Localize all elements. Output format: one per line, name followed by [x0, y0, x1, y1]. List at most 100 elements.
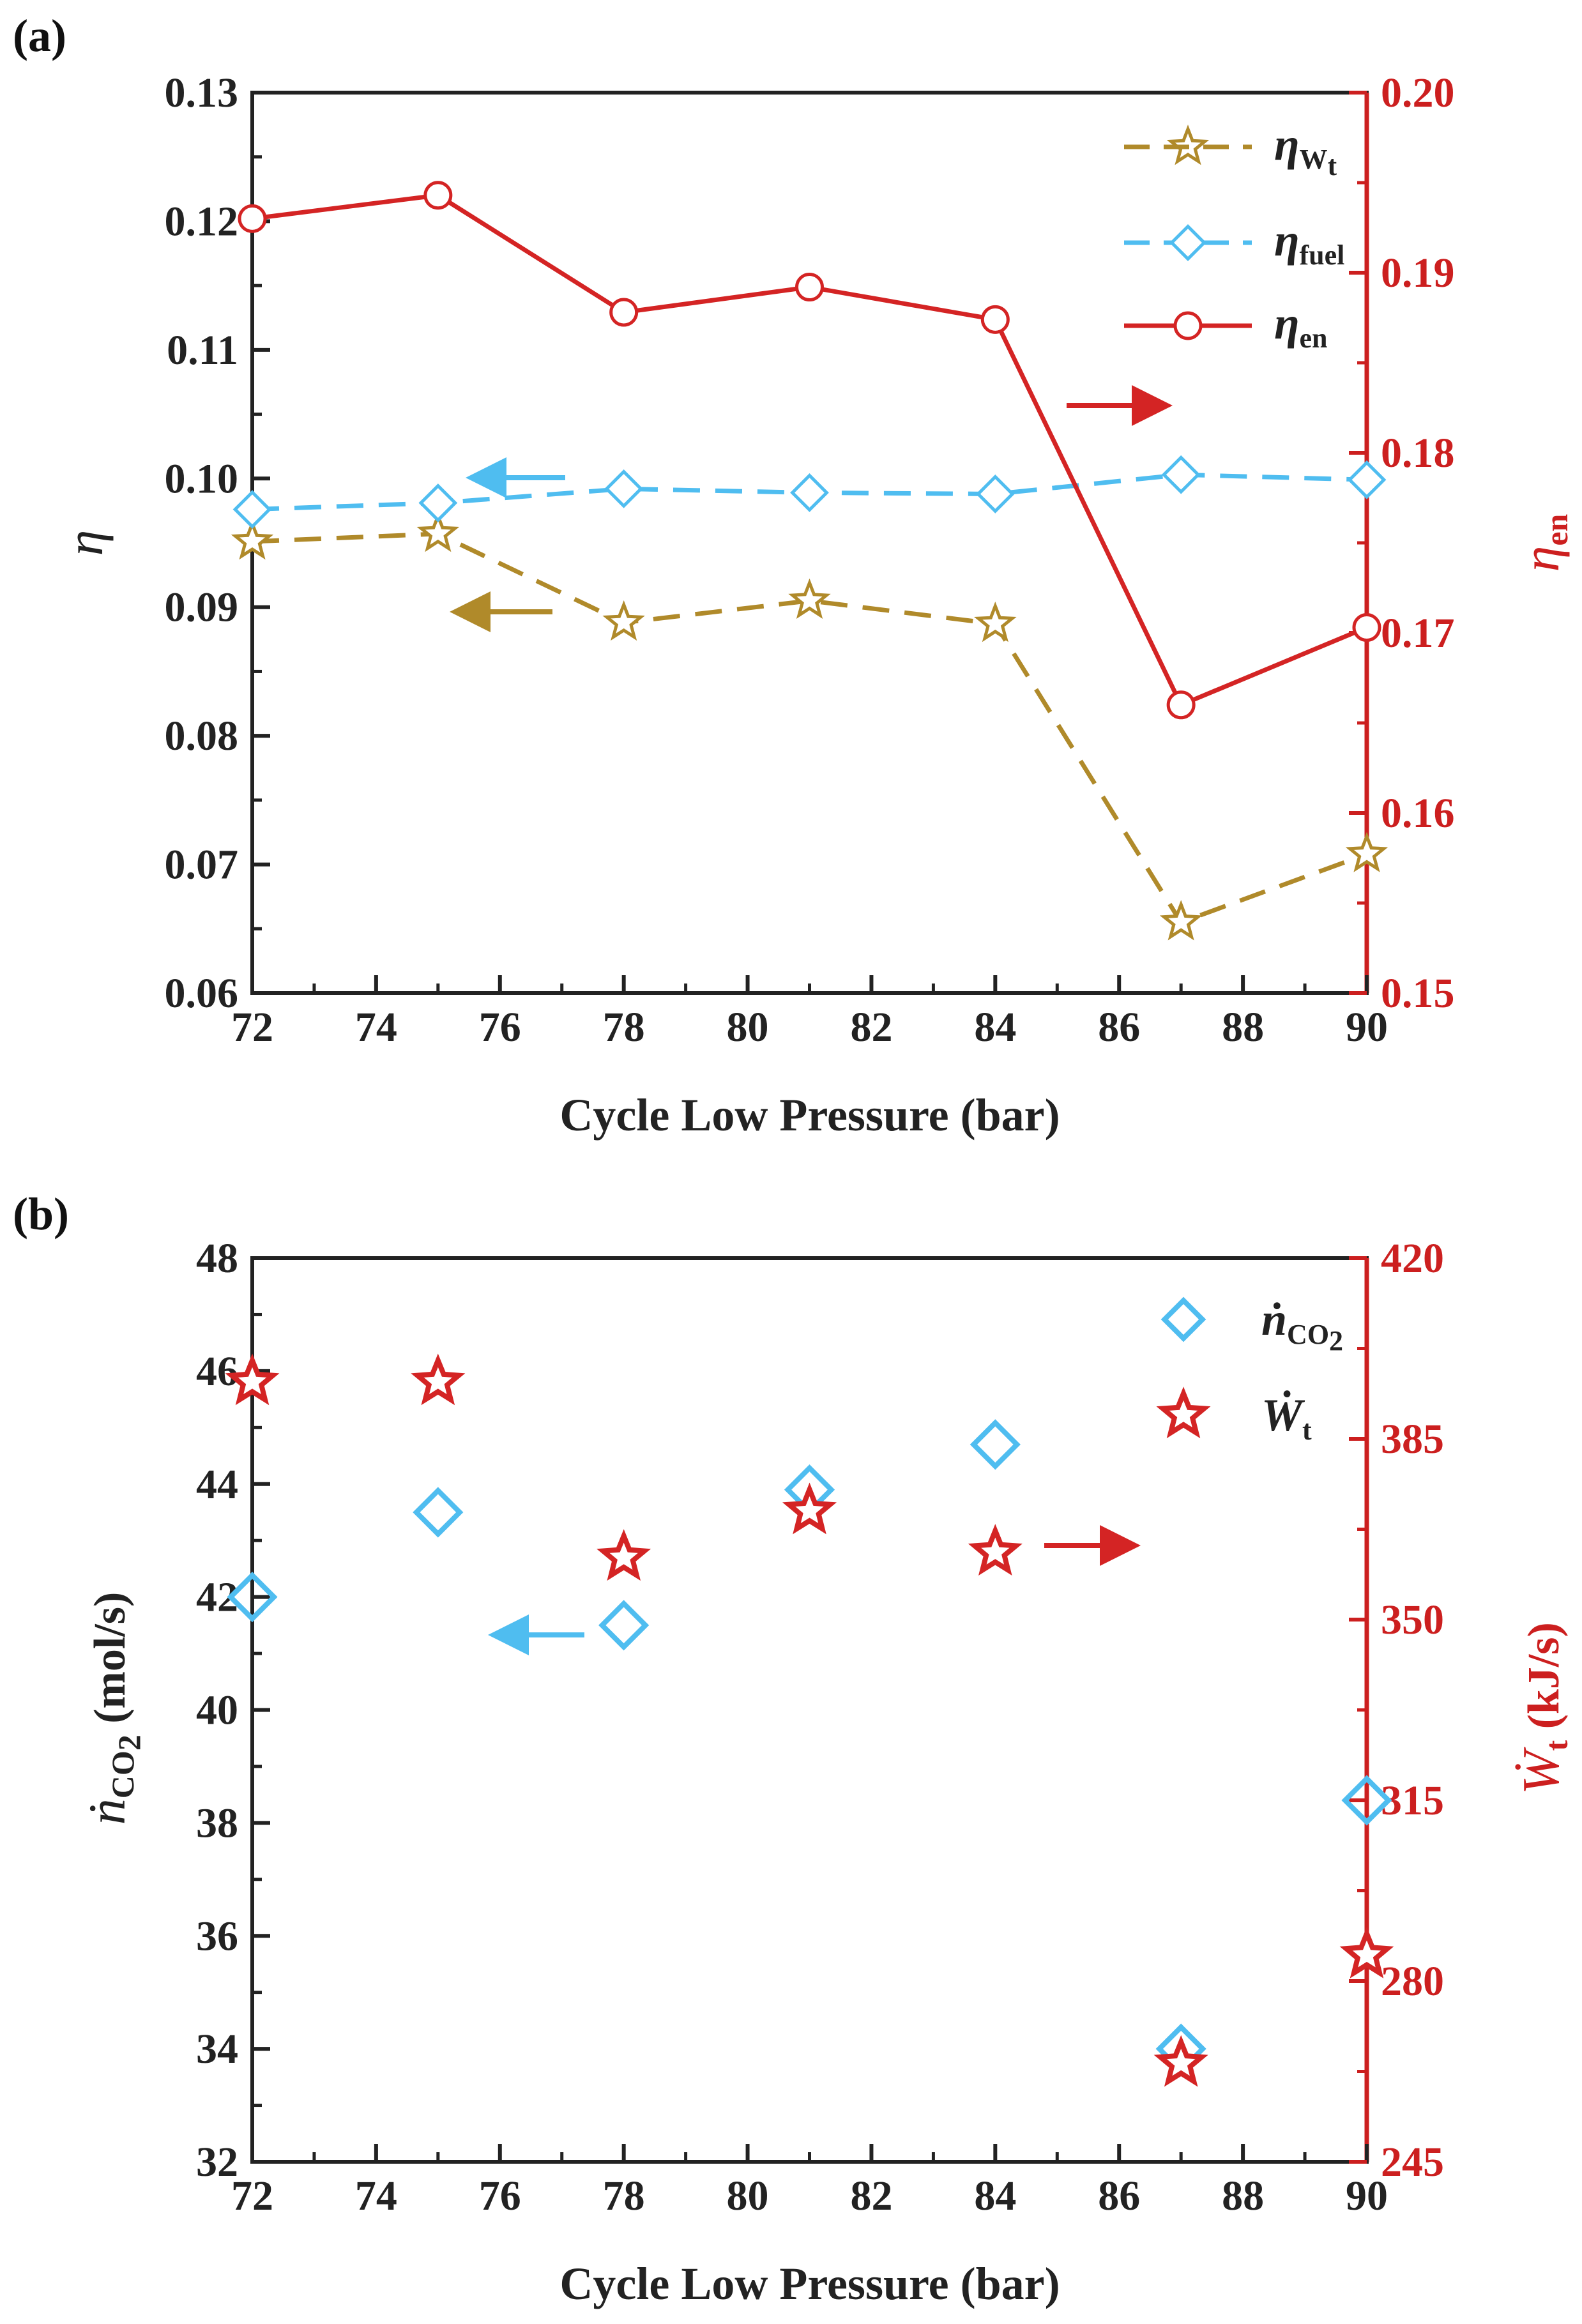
y-tick-label: 0.13 — [165, 70, 239, 116]
y-tick-label: 32 — [196, 2139, 238, 2185]
x-tick-label: 76 — [479, 1004, 521, 1051]
panel-a-x-axis-label: Cycle Low Pressure (bar) — [559, 1090, 1060, 1141]
panel-a-legend: ηWt ηfuel ηen — [1124, 119, 1344, 354]
legend-item-w-t: Ẇt — [1156, 1386, 1312, 1446]
panel-a-y-axis-label: η — [56, 530, 114, 556]
legend-item-eta-wt: ηWt — [1124, 119, 1337, 181]
right-y-tick-label: 0.17 — [1381, 610, 1455, 657]
data-point-diamond — [232, 490, 272, 529]
y-tick-label: 48 — [196, 1235, 238, 1282]
data-point-star — [411, 1353, 466, 1406]
panel-b-frame — [250, 1256, 1369, 2164]
panel-b-legend: ṅCO2 Ẇt — [1156, 1294, 1343, 1446]
data-point-circle — [795, 273, 824, 302]
data-point-circle — [423, 181, 453, 210]
legend-label-eta-en: ηen — [1274, 298, 1328, 354]
right-y-tick-label: 280 — [1381, 1958, 1444, 2005]
data-point-diamond — [790, 473, 829, 512]
data-point-star — [788, 578, 831, 619]
panel-b-y-axis-label: ṅCO2 (mol/s) — [78, 1592, 147, 1825]
x-tick-label: 74 — [355, 1004, 397, 1051]
y-tick-label: 40 — [196, 1687, 238, 1734]
right-y-tick-label: 245 — [1381, 2139, 1444, 2185]
panel-b-x-ticks: 72 74 76 78 80 82 84 86 88 90 — [231, 2144, 1388, 2219]
y-tick-label: 0.12 — [165, 198, 239, 245]
panel-b-x-axis-label: Cycle Low Pressure (bar) — [559, 2258, 1060, 2309]
x-tick-label: 72 — [231, 2173, 273, 2219]
data-point-star — [597, 1529, 651, 1581]
y-tick-label: 38 — [196, 1800, 238, 1846]
data-point-star — [968, 1524, 1023, 1576]
x-tick-label: 88 — [1222, 1004, 1264, 1051]
right-y-tick-label: 0.16 — [1381, 790, 1455, 837]
x-tick-label: 74 — [355, 2173, 397, 2219]
panel-b-axes — [250, 1256, 1369, 2164]
legend-marker-diamond-b — [1160, 1296, 1206, 1342]
x-tick-label: 72 — [231, 1004, 273, 1051]
data-point-circle — [1352, 613, 1381, 642]
data-point-star — [1339, 1926, 1394, 1978]
data-point-circle — [238, 204, 267, 233]
panel-a-right-y-axis-label: ηen — [1512, 513, 1574, 572]
legend-marker-star-b — [1156, 1386, 1211, 1439]
y-tick-label: 0.11 — [167, 327, 238, 374]
x-tick-label: 82 — [850, 2173, 892, 2219]
legend-marker-circle — [1173, 311, 1203, 340]
x-tick-label: 84 — [974, 2173, 1016, 2219]
y-tick-label: 0.09 — [165, 584, 239, 631]
x-tick-label: 76 — [479, 2173, 521, 2219]
data-point-diamond — [975, 475, 1015, 513]
data-point-diamond — [604, 469, 644, 508]
data-point-star — [1153, 2035, 1208, 2087]
legend-item-n-co2: ṅCO2 — [1160, 1294, 1343, 1356]
data-point-star — [1345, 832, 1388, 872]
panel-a-y-ticks: 0.06 0.07 0.08 0.09 0.10 0.11 0.12 0.13 — [165, 70, 270, 1017]
x-tick-label: 90 — [1346, 2173, 1388, 2219]
data-point-star — [974, 601, 1017, 642]
y-tick-label: 34 — [196, 2026, 238, 2072]
legend-item-eta-fuel: ηfuel — [1124, 215, 1344, 271]
data-point-diamond — [1341, 1775, 1392, 1826]
right-y-tick-label: 420 — [1381, 1235, 1444, 1282]
legend-marker-star — [1166, 125, 1210, 165]
panel-a-right-y-ticks: 0.15 0.16 0.17 0.18 0.19 0.20 — [1349, 70, 1455, 1017]
x-tick-label: 88 — [1222, 2173, 1264, 2219]
data-point-diamond — [970, 1419, 1021, 1470]
panel-a-frame — [250, 91, 1369, 995]
data-point-star — [416, 511, 460, 552]
right-y-tick-label: 350 — [1381, 1597, 1444, 1643]
data-point-diamond — [418, 483, 458, 522]
x-tick-label: 78 — [603, 2173, 645, 2219]
right-y-tick-label: 0.18 — [1381, 430, 1455, 476]
y-tick-label: 0.07 — [165, 842, 239, 888]
x-tick-label: 86 — [1098, 2173, 1140, 2219]
panel-a-axes — [250, 91, 1369, 995]
data-point-diamond — [784, 1464, 835, 1515]
x-tick-label: 86 — [1098, 1004, 1140, 1051]
panel-b-right-y-axis-label: Ẇt (kJ/s) — [1512, 1622, 1574, 1795]
right-y-tick-label: 0.19 — [1381, 250, 1455, 296]
panel-a-chart: (a) 72 74 76 78 80 82 84 86 88 90 0.060.070.080.0… — [13, 10, 1574, 1141]
right-y-tick-label: 0.20 — [1381, 70, 1455, 116]
data-point-diamond — [1161, 455, 1201, 494]
legend-label-eta-wt: ηWt — [1274, 119, 1337, 181]
panel-a-x-ticks: 72 74 76 78 80 82 84 86 88 90 — [231, 975, 1388, 1051]
data-point-star — [225, 1353, 280, 1406]
legend-label-n-co2: ṅCO2 — [1261, 1294, 1343, 1356]
data-point-circle — [609, 298, 639, 327]
panel-b-series — [225, 1353, 1394, 2087]
x-tick-label: 84 — [974, 1004, 1016, 1051]
x-tick-label: 90 — [1346, 1004, 1388, 1051]
y-tick-label: 0.08 — [165, 713, 239, 759]
panel-b-chart: (b) 72 74 76 78 80 82 84 86 88 90 323436384042444… — [13, 1189, 1574, 2309]
x-tick-label: 78 — [603, 1004, 645, 1051]
data-point-star — [782, 1482, 837, 1535]
y-tick-label: 0.10 — [165, 455, 239, 502]
y-tick-label: 0.06 — [165, 970, 239, 1017]
data-point-diamond — [598, 1600, 650, 1651]
right-y-tick-label: 0.15 — [1381, 970, 1455, 1017]
data-point-diamond — [227, 1572, 278, 1623]
y-tick-label: 46 — [196, 1348, 238, 1395]
